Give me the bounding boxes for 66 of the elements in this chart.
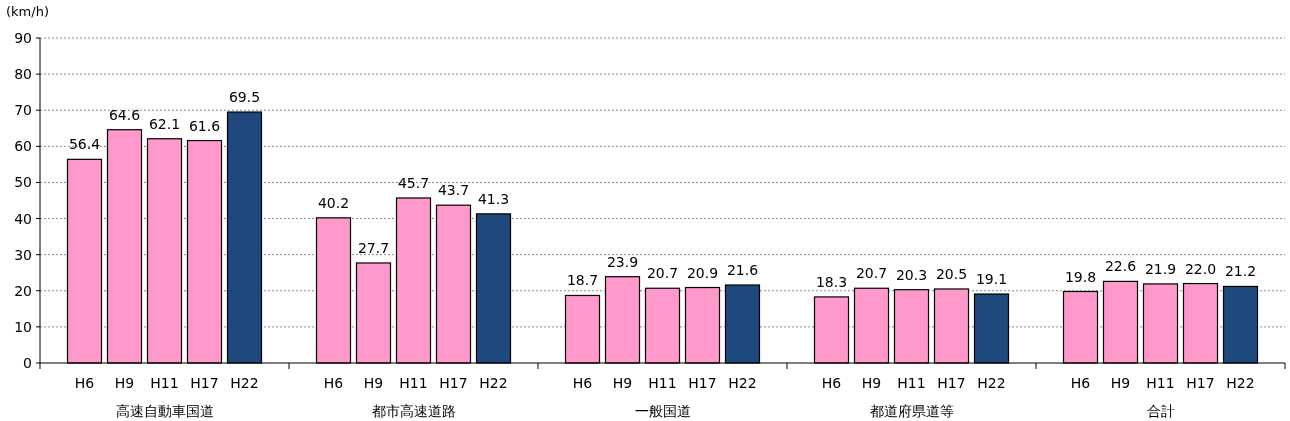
data-label: 40.2 (317, 194, 350, 211)
data-label: 20.3 (895, 266, 928, 283)
data-label: 69.5 (228, 89, 261, 106)
data-label: 19.1 (975, 271, 1008, 288)
text: H11 (648, 375, 677, 391)
data-label: 21.9 (1144, 260, 1177, 277)
y-axis-title: (km/h) (6, 4, 49, 19)
series-label: H11 (150, 375, 179, 391)
data-label: 61.6 (188, 117, 221, 134)
y-tick-label: 10 (14, 318, 32, 335)
text: H22 (977, 375, 1006, 391)
y-tick-label: 50 (14, 174, 32, 191)
y-tick-label: 40 (14, 210, 32, 227)
text: H11 (897, 375, 926, 391)
data-label: 21.6 (726, 262, 759, 278)
text: H11 (1146, 375, 1175, 391)
data-label: 20.9 (686, 264, 719, 281)
text: H9 (363, 375, 384, 391)
data-label: 19.8 (1064, 268, 1097, 285)
x-tick-label: 都道府県道等 (869, 403, 954, 419)
data-label: 56.4 (68, 136, 101, 153)
text: H17 (1186, 375, 1215, 391)
data-label: 22.0 (1184, 260, 1217, 277)
text: H6 (821, 375, 842, 391)
text: H22 (728, 375, 757, 391)
data-label: 62.1 (148, 115, 181, 132)
x-tick-label: 一般国道 (634, 403, 691, 419)
y-tick-label: 80 (14, 66, 32, 83)
text: H6 (1070, 375, 1091, 391)
data-label: 64.6 (108, 106, 141, 123)
y-tick-label: 0 (23, 355, 32, 371)
data-label: 21.2 (1224, 263, 1257, 280)
text: H9 (612, 375, 633, 391)
text: H6 (323, 375, 344, 391)
data-label: 20.7 (646, 265, 679, 282)
data-label: 45.7 (397, 174, 430, 191)
data-label: 20.7 (855, 265, 888, 282)
text: H9 (861, 375, 882, 391)
x-tick-label: 高速自動車国道 (115, 403, 214, 419)
y-tick-label: 20 (14, 282, 32, 299)
text: H22 (479, 375, 508, 391)
x-tick-label: 都市高速道路 (371, 403, 456, 419)
text: H22 (1226, 375, 1255, 391)
data-label: 27.7 (357, 239, 390, 256)
data-label: 43.7 (437, 182, 470, 199)
y-tick-label: 90 (14, 30, 32, 46)
x-tick-label: 合計 (1146, 403, 1175, 419)
text: H17 (688, 375, 717, 391)
y-tick-label: 30 (14, 246, 32, 263)
data-label: 18.7 (566, 272, 599, 289)
series-label: H9 (114, 375, 135, 391)
data-label: 23.9 (606, 253, 639, 270)
text: H6 (572, 375, 593, 391)
data-label: 41.3 (477, 190, 510, 207)
data-label: 18.3 (815, 273, 848, 290)
text: H9 (1110, 375, 1131, 391)
series-label: H6 (74, 375, 95, 391)
y-tick-label: 70 (14, 102, 32, 119)
series-label: H22 (230, 375, 259, 391)
series-label: H17 (190, 375, 219, 391)
text: H11 (399, 375, 428, 391)
data-label: 22.6 (1104, 258, 1137, 275)
data-label: 20.5 (935, 265, 968, 282)
text: H17 (937, 375, 966, 391)
text: H17 (439, 375, 468, 391)
y-tick-label: 60 (14, 138, 32, 155)
